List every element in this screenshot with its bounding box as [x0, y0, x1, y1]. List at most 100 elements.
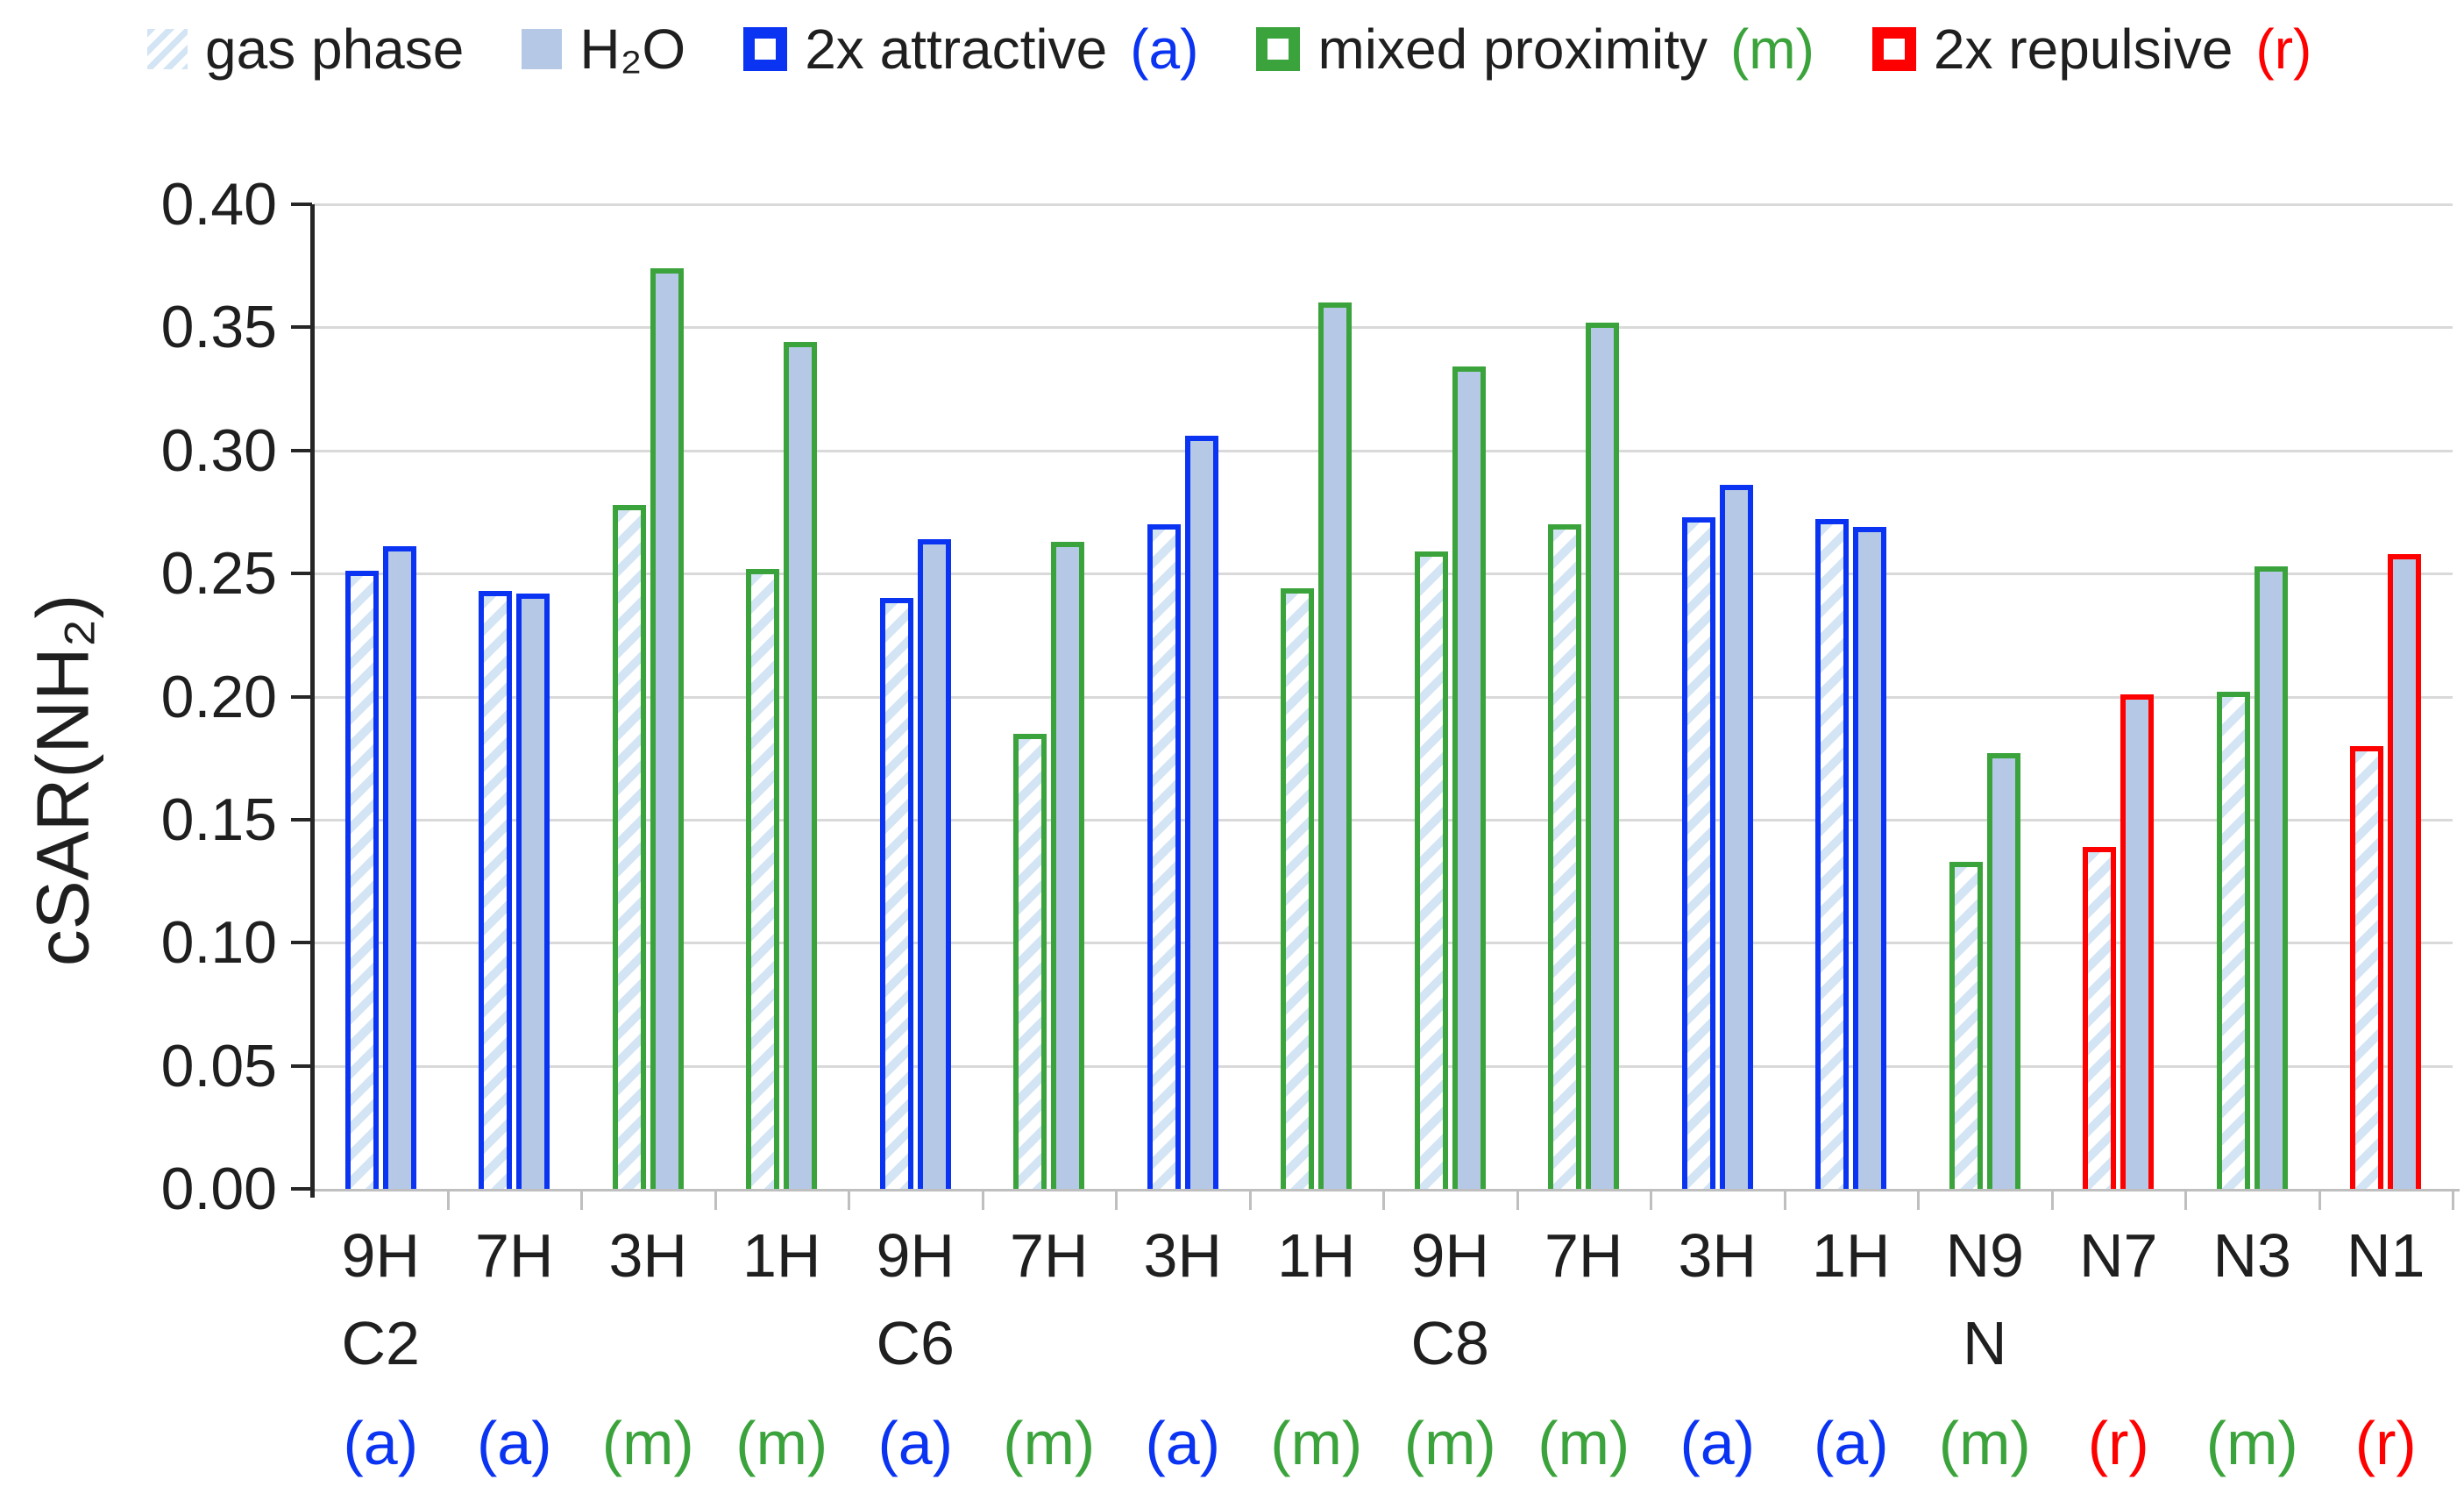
- x-label-N1: N1: [2347, 1221, 2425, 1290]
- x-axis-tick: [2318, 1189, 2321, 1210]
- bar-h2o-N3: [2254, 566, 2288, 1189]
- legend-item-mixed: mixed proximity (m): [1256, 12, 1814, 86]
- solid-swatch-icon: [522, 29, 563, 69]
- x-type-label-a: (a): [1145, 1409, 1221, 1477]
- bar-h2o-9H-C2: [382, 546, 416, 1189]
- bar-h2o-7H: [1586, 322, 1620, 1189]
- legend-label: gas phase: [205, 18, 465, 81]
- y-axis-tick: [291, 694, 312, 699]
- x-type-label-r: (r): [2087, 1409, 2149, 1477]
- bar-gas-9H-C8: [1414, 551, 1448, 1189]
- x-type-label-m: (m): [1537, 1409, 1630, 1477]
- bar-h2o-3H: [1719, 485, 1753, 1189]
- y-tick-label: 0.40: [160, 171, 277, 238]
- bar-gas-3H: [1147, 523, 1181, 1189]
- bar-h2o-N1: [2388, 553, 2422, 1189]
- x-label-3H: 3H: [608, 1221, 687, 1290]
- y-axis-tick: [291, 1187, 312, 1191]
- y-tick-label: 0.05: [160, 1032, 277, 1099]
- y-tick-label: 0.35: [160, 294, 277, 361]
- x-axis-tick: [446, 1189, 450, 1210]
- bar-gas-N9-N: [1949, 861, 1983, 1189]
- x-axis-tick: [1248, 1189, 1252, 1210]
- y-tick-label: 0.30: [160, 416, 277, 484]
- red-open-square-icon: [1871, 27, 1916, 71]
- bar-gas-N1: [2350, 745, 2384, 1189]
- x-axis-tick: [1115, 1189, 1118, 1210]
- bar-h2o-3H: [650, 267, 684, 1189]
- x-axis-tick: [1650, 1189, 1652, 1210]
- bar-gas-3H: [612, 504, 646, 1189]
- x-type-label-m: (m): [1003, 1409, 1096, 1477]
- legend-item-repulsive: 2x repulsive (r): [1871, 12, 2312, 86]
- bar-h2o-9H-C8: [1452, 366, 1486, 1189]
- bar-h2o-1H: [1318, 302, 1353, 1189]
- x-axis-tick: [1516, 1189, 1519, 1210]
- bar-h2o-N7: [2120, 694, 2155, 1189]
- x-label-7H: 7H: [475, 1221, 554, 1290]
- gridline: [314, 573, 2453, 576]
- x-label-N9: N9: [1945, 1221, 2024, 1290]
- x-type-label-m: (m): [1403, 1409, 1496, 1477]
- x-group-label-C2: C2: [341, 1309, 420, 1377]
- y-axis-tick: [291, 325, 312, 330]
- bar-h2o-9H-C6: [917, 538, 951, 1189]
- x-type-label-r: (r): [2354, 1409, 2417, 1477]
- x-axis-tick: [981, 1189, 984, 1210]
- y-axis-tick: [291, 572, 312, 576]
- legend: gas phase H₂O 2x attractive (a) mixed pr…: [147, 12, 2311, 86]
- legend-item-gas-phase: gas phase: [147, 12, 464, 86]
- x-label-9H: 9H: [1410, 1221, 1489, 1290]
- bar-gas-7H: [1013, 733, 1047, 1189]
- x-type-label-a: (a): [1679, 1409, 1756, 1477]
- bar-gas-3H: [1681, 516, 1715, 1189]
- x-label-7H: 7H: [1010, 1221, 1089, 1290]
- bar-gas-1H: [1815, 519, 1850, 1189]
- x-group-label-N: N: [1962, 1309, 2007, 1377]
- x-type-label-a: (a): [877, 1409, 954, 1477]
- x-label-3H: 3H: [1143, 1221, 1222, 1290]
- bar-gas-N7: [2083, 846, 2117, 1189]
- x-group-label-C8: C8: [1410, 1309, 1489, 1377]
- x-label-3H: 3H: [1678, 1221, 1757, 1290]
- x-axis-tick: [848, 1189, 850, 1210]
- gridline: [314, 449, 2453, 452]
- legend-suffix: (m): [1729, 18, 1814, 81]
- bar-h2o-3H: [1184, 435, 1218, 1189]
- y-tick-label: 0.10: [160, 909, 277, 977]
- legend-item-attractive: 2x attractive (a): [743, 12, 1198, 86]
- y-axis-tick: [291, 448, 312, 452]
- gridline: [314, 1064, 2453, 1068]
- bar-gas-1H: [746, 568, 780, 1189]
- bar-h2o-1H: [1853, 526, 1887, 1189]
- legend-suffix: (r): [2255, 18, 2312, 81]
- y-tick-label: 0.00: [160, 1156, 277, 1222]
- bar-h2o-7H: [516, 593, 550, 1189]
- legend-item-h2o: H₂O: [522, 12, 685, 86]
- bar-gas-1H: [1281, 587, 1315, 1189]
- legend-label: mixed proximity: [1317, 18, 1708, 81]
- x-axis-tick: [2184, 1189, 2187, 1210]
- x-type-label-m: (m): [1938, 1409, 2031, 1477]
- x-axis-tick: [2452, 1189, 2454, 1210]
- x-label-1H: 1H: [1812, 1221, 1891, 1290]
- y-axis-tick: [291, 817, 312, 822]
- legend-label: H₂O: [579, 18, 686, 81]
- legend-suffix: (a): [1130, 18, 1199, 81]
- x-label-7H: 7H: [1544, 1221, 1623, 1290]
- hatched-swatch-icon: [147, 29, 188, 69]
- bar-gas-7H: [1548, 523, 1582, 1189]
- bar-gas-N3: [2216, 691, 2250, 1189]
- x-label-1H: 1H: [1277, 1221, 1356, 1290]
- gridline: [314, 326, 2453, 330]
- gridline: [314, 818, 2453, 822]
- y-tick-label: 0.20: [160, 663, 277, 730]
- gridline: [314, 203, 2453, 206]
- green-open-square-icon: [1256, 27, 1301, 71]
- x-axis-tick: [714, 1189, 717, 1210]
- x-axis-tick: [2050, 1189, 2054, 1210]
- y-tick-label: 0.25: [160, 540, 277, 608]
- x-axis-tick: [580, 1189, 583, 1210]
- bar-h2o-7H: [1051, 541, 1085, 1189]
